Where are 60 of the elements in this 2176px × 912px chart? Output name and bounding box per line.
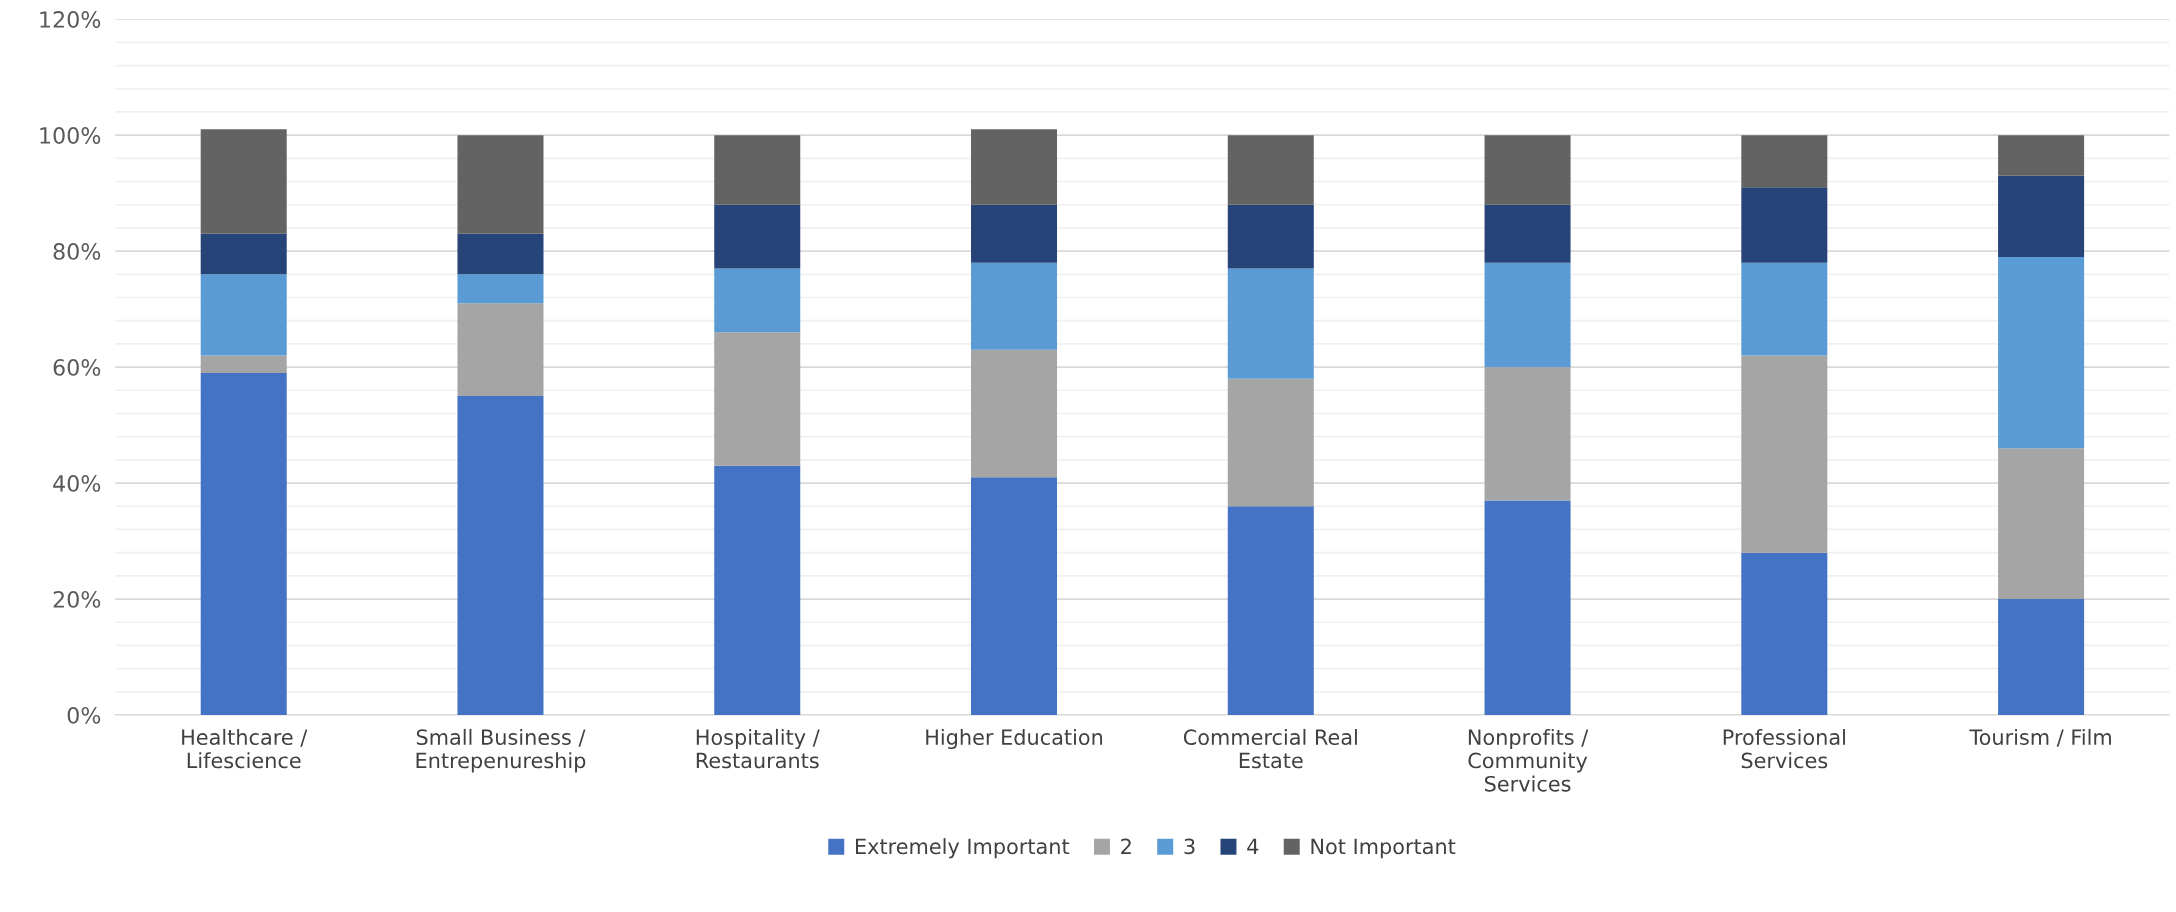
x-tick-label: Healthcare / Lifescience (182, 728, 308, 769)
y-tick-label: 40% (53, 475, 101, 492)
bar (1998, 175, 2085, 257)
bar (1741, 552, 1828, 716)
x-tick-label: Professional Services (1723, 728, 1845, 769)
legend-label: 4 (1247, 838, 1259, 854)
bar (200, 274, 287, 356)
bar (714, 268, 801, 333)
bar (200, 233, 287, 275)
bar (1227, 204, 1314, 269)
bar (971, 129, 1058, 205)
bar (971, 349, 1058, 478)
y-tick-label: 60% (53, 359, 101, 376)
bar (971, 477, 1058, 716)
legend-label: Extremely Important (856, 838, 1070, 859)
bar (200, 355, 287, 373)
bar (1484, 135, 1571, 205)
bar (714, 332, 801, 466)
y-tick-label: 20% (53, 590, 101, 608)
bar (1998, 256, 2085, 449)
bar (714, 465, 801, 716)
bar (714, 135, 801, 205)
bar (1998, 599, 2085, 716)
bar (1741, 187, 1828, 263)
x-tick-label: Higher Education (926, 728, 1103, 750)
bar (457, 303, 544, 397)
bar (1484, 367, 1571, 501)
bar (1484, 204, 1571, 263)
bar (1998, 135, 2085, 176)
bar (1741, 135, 1828, 188)
y-tick-label: 80% (53, 243, 101, 260)
x-tick-label: Nonprofits / Community Services (1468, 728, 1589, 792)
bar (971, 262, 1058, 350)
bar (1227, 268, 1314, 379)
y-tick-label: 100% (40, 127, 101, 144)
y-tick-label: 0% (67, 706, 101, 724)
y-tick-label: 120% (40, 11, 101, 28)
legend-label: 3 (1184, 838, 1195, 855)
bar (1484, 262, 1571, 368)
bar (457, 135, 544, 234)
bar (200, 129, 287, 234)
bar (1484, 500, 1571, 716)
bar (457, 233, 544, 275)
legend-label: Not Important (1311, 838, 1456, 859)
bar (1741, 262, 1828, 356)
bar (1227, 378, 1314, 507)
bar (1227, 506, 1314, 716)
x-tick-label: Commercial Real Estate (1183, 728, 1357, 769)
bar (1741, 355, 1828, 553)
legend-label: 2 (1121, 838, 1131, 854)
bar (200, 372, 287, 716)
bar (971, 204, 1058, 263)
bar (457, 396, 544, 716)
bar (1227, 135, 1314, 205)
x-tick-label: Small Business / Entrepenureship (416, 728, 586, 773)
bar (1998, 448, 2085, 600)
x-tick-label: Hospitality / Restaurants (696, 728, 820, 769)
bar (714, 204, 801, 269)
bar (457, 274, 544, 304)
x-tick-label: Tourism / Film (1969, 728, 2111, 747)
